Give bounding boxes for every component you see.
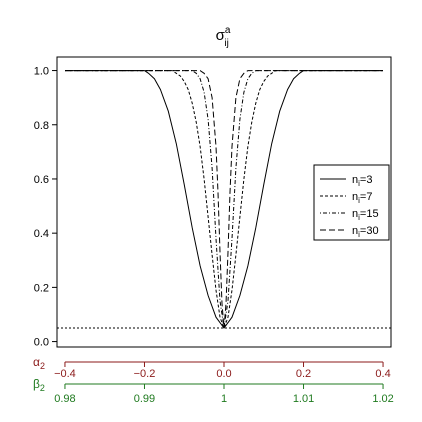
x-axis-1-tick-label-0: −0.4 [54,368,76,380]
x-axis-2-tick-label-2: 1 [221,393,227,405]
legend-label-4: ni=30 [352,225,379,239]
chart-title: σa ij [216,25,231,49]
chart-title-subscript: ij [224,38,228,49]
legend-label-2: ni=7 [352,191,372,205]
x-axis-2-label: β2 [33,377,45,393]
y-tick-label-4: 0.8 [34,120,49,132]
series-line-4 [65,70,383,329]
legend-label-1: ni=3 [352,174,372,188]
y-tick-label-3: 0.6 [34,174,49,186]
x-axis-1-tick-label-3: 0.2 [296,368,311,380]
x-axis-1-label: α2 [33,355,45,371]
x-axis-1-tick-label-2: 0.0 [216,368,231,380]
x-axis-2-tick-label-0: 0.98 [54,393,75,405]
plot-frame [56,56,392,348]
legend-label-3: ni=15 [352,208,379,222]
x-axis-2-tick-label-4: 1.02 [372,393,393,405]
x-axis-2-tick-label-3: 1.01 [293,393,314,405]
series-line-3 [65,70,383,329]
x-axis-2-tick-label-1: 0.99 [134,393,155,405]
y-tick-label-5: 1.0 [34,66,49,78]
chart-title-main: σ [216,27,226,44]
legend-box [313,164,390,241]
chart-title-superscript: a [225,25,231,36]
x-axis-1-tick-label-4: 0.4 [375,368,390,380]
y-tick-label-2: 0.4 [34,228,49,240]
y-tick-label-1: 0.2 [34,282,49,294]
y-tick-label-0: 0.0 [34,337,49,349]
x-axis-1-tick-label-1: −0.2 [134,368,156,380]
